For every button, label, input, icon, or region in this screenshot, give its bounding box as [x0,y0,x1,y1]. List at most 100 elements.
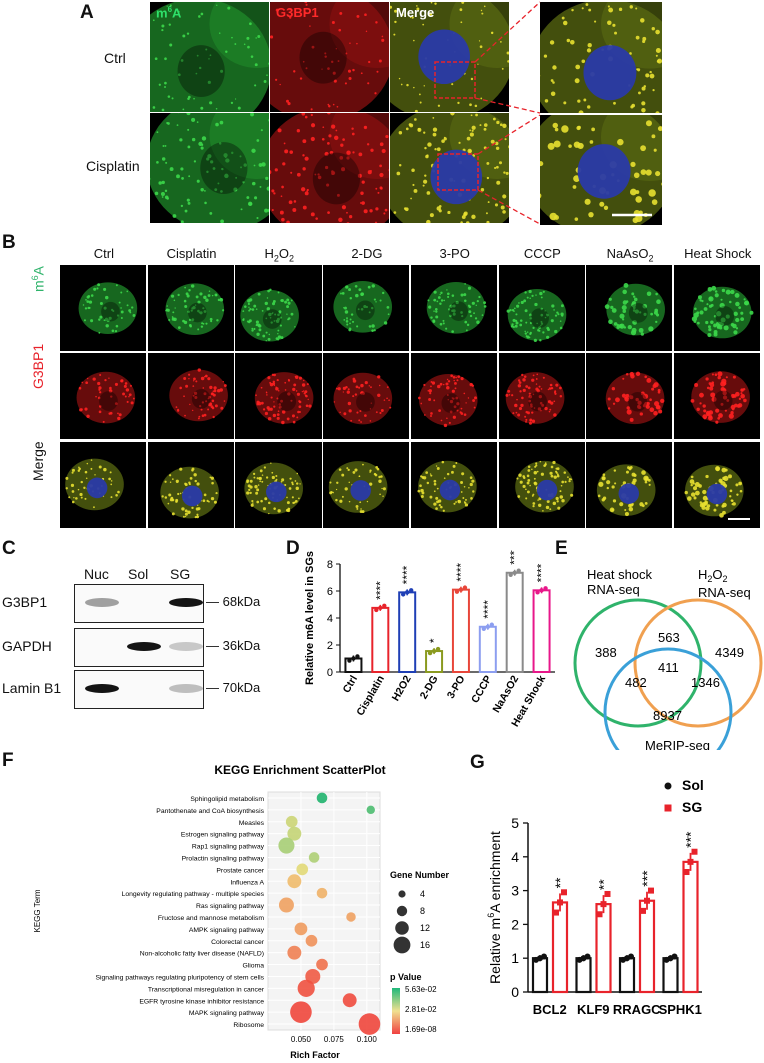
panel-f-point [305,968,321,984]
panel-g-point [557,899,563,906]
panel-c-lane-sg: SG [170,566,191,582]
panel-label-a: A [80,2,94,23]
panel-f-point [278,837,295,854]
panel-d-significance: **** [508,550,522,565]
panel-g-significance: *** [683,831,699,848]
panel-d-point [400,592,406,597]
panel-e-set-label-h2o2: H2O2 [698,567,728,584]
panel-b-header-cisplatin: Cisplatin [166,246,217,261]
panel-b-merge-heat-shock-image [673,442,761,528]
panel-e-region-h2o2-merip: 1346 [691,675,720,690]
panel-f-term-label: Signaling pathways regulating pluripoten… [95,974,264,981]
panel-f-kegg-scatter: KEGG Enrichment ScatterPlot 0.050 0.075 0.1… [33,763,450,1060]
panel-a-cisplatin-zoom-image [540,115,662,225]
panel-b-row-merge: Merge [30,441,46,481]
panel-label-f: F [2,750,14,771]
panel-f-term-label: Prostate cancer [216,867,264,874]
panel-g-x-tick-label: SPHK1 [659,1002,702,1017]
panel-b-row-m6a: m6A [30,265,47,292]
panel-f-size-legend-mark [398,890,406,898]
panel-f-x-tick-label: 0.050 [291,1035,312,1044]
panel-g-legend-mark [664,782,672,790]
panel-c-blot-strip [74,584,204,623]
panel-e-circle-h2o2 [633,598,763,728]
panel-c-lane-sol: Sol [128,566,149,582]
panel-g-y-tick-label: 3 [511,883,519,899]
panel-g-point [644,897,650,904]
panel-e-region-hs-merip: 482 [625,675,647,690]
panel-d-point [481,626,487,631]
panel-c-blot-strip [74,670,204,709]
panel-b-scale-bar [728,518,750,520]
panel-a-cisplatin-green-image [150,113,269,223]
panel-f-term-label: Sphingolipid metabolism [190,796,264,803]
panel-b-merge-2-dg-image [323,442,410,528]
panel-g-point [671,953,678,960]
panel-e-region-h2o2-only: 4349 [715,645,744,660]
panel-g-legend-mark [664,804,672,812]
panel-a-ctrl-merge-image [390,2,509,112]
panel-g-point [596,911,603,918]
panel-b-header-naaso2: NaAsO2 [606,246,654,264]
panel-b-merge-3-po-image [410,442,497,528]
panel-d-point [378,605,383,611]
panel-g-x-tick-label: BCL2 [533,1002,567,1017]
panel-d-bar [532,589,551,674]
panel-d-point [543,586,548,591]
panel-a-ctrl-zoom-image [540,2,662,113]
panel-f-point [294,922,308,936]
panel-e-set-label-heat-shock: Heat shock [587,567,653,582]
panel-c-size-marker: — 68kDa [206,594,261,609]
panel-d-point [462,585,468,590]
panel-b-g3bp1-cisplatin-image [147,353,234,439]
panel-d-point [408,588,414,593]
panel-b-g3bp1-cccp-image [498,353,585,439]
panel-b-merge-h2o2-image [235,442,322,528]
panel-d-point [489,622,495,627]
panel-f-point [305,934,318,947]
panel-c-band [85,598,119,607]
panel-b-header-3-po: 3-PO [439,246,470,261]
panel-a-ctrl-green-image [150,2,269,112]
panel-label-g: G [470,752,485,773]
panel-g-y-tick-label: 5 [511,815,519,831]
panel-c-band [85,684,119,693]
panel-b-m6a-naaso2-image [586,265,673,351]
panel-g-point [691,848,698,855]
panel-f-term-label: Prolactin signaling pathway [182,855,265,862]
panel-d-point [427,650,433,656]
panel-f-term-label: Influenza A [230,879,264,886]
panel-g-y-tick-label: 2 [511,916,519,932]
panel-f-point [278,897,294,913]
panel-g-point [600,901,607,908]
panel-b-m6a-3-po-image [410,265,497,351]
panel-b-g3bp1-ctrl-image [60,353,147,439]
panel-f-color-legend-bar [392,988,400,1034]
panel-a-label-m6a: m6A [156,5,182,21]
panel-f-point [308,852,320,863]
panel-f-x-axis-label: Rich Factor [290,1050,340,1060]
panel-c-protein-gapdh: GAPDH [2,638,52,654]
panel-g-y-tick-label: 1 [511,950,519,966]
panel-d-point [404,590,410,595]
panel-d-point [516,568,521,573]
panel-d-significance: **** [535,563,549,582]
panel-d-y-tick-label: 6 [327,586,333,598]
panel-f-point [285,815,298,828]
panel-b-g3bp1-3-po-image [410,353,497,439]
panel-b-row-g3bp1: G3BP1 [30,343,46,389]
panel-f-x-tick-label: 0.100 [357,1035,378,1044]
panel-d-significance: * [427,638,441,643]
panel-g-point [561,889,567,896]
panel-g-point [683,869,690,876]
panel-d-point [539,588,544,593]
panel-b-m6a-cisplatin-image [147,265,234,351]
panel-d-point [435,646,441,652]
panel-c-lane-nuc: Nuc [84,566,109,582]
panel-f-color-legend-label: 2.81e-02 [405,1005,437,1014]
panel-g-significance: ** [596,879,612,890]
panel-b-m6a-cccp-image [498,265,585,351]
panel-f-size-legend-label: 16 [420,940,430,950]
panel-f-size-legend-mark [393,936,411,954]
panel-b-merge-ctrl-image [60,442,147,528]
